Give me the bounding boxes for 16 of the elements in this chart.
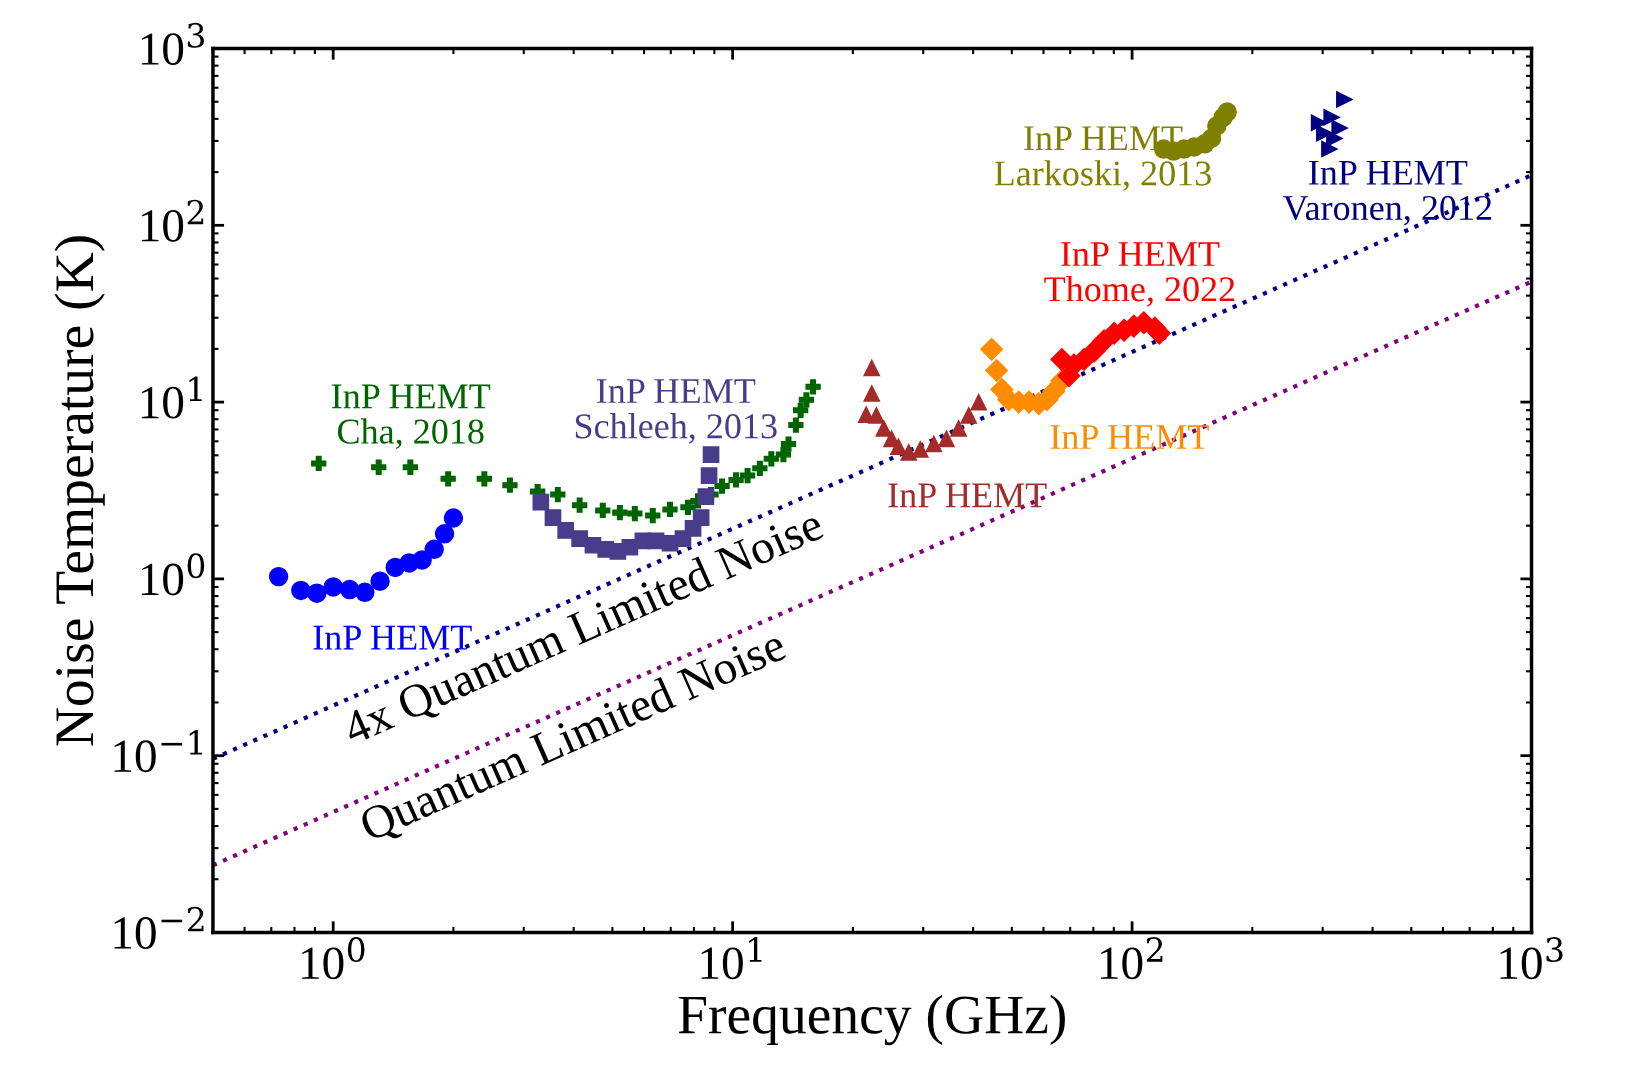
y-tick-label: 10$^{3}$: [141, 22, 204, 66]
x-tick-label: 10$^{2}$: [1101, 937, 1163, 980]
x-tick-label: 10$^{0}$: [302, 937, 365, 980]
series-label: InP HEMT Schleeh, 2013: [575, 379, 777, 444]
y-tick-label: 10$^{2}$: [141, 199, 204, 242]
y-tick-label: 10$^{−1}$: [114, 730, 203, 773]
y-tick-label: 10$^{1}$: [141, 376, 202, 419]
series-label: InP HEMT Thome, 2022: [1044, 242, 1235, 307]
series-label: InP HEMT: [888, 483, 1047, 508]
y-axis-title: Noise Temperature (K): [54, 236, 105, 746]
x-tick-label: 10$^{3}$: [1500, 937, 1563, 980]
x-tick-label: 10$^{1}$: [701, 937, 762, 980]
y-tick-label: 10$^{−2}$: [114, 906, 204, 949]
y-tick-label: 10$^{0}$: [141, 553, 205, 596]
series-label: InP HEMT Cha, 2018: [331, 384, 491, 449]
x-axis-title: Frequency (GHz): [678, 994, 1065, 1046]
